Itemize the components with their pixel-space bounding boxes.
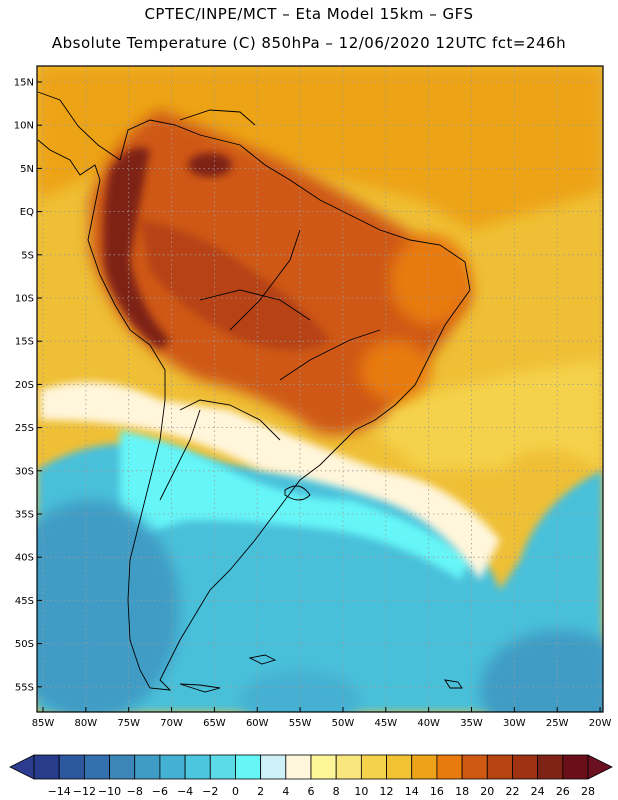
colorbar-swatch bbox=[436, 754, 463, 780]
colorbar-swatch bbox=[285, 754, 312, 780]
lat-tick-label: EQ bbox=[20, 207, 34, 218]
lat-tick-label: 55S bbox=[15, 682, 34, 693]
colorbar-swatch bbox=[360, 754, 387, 780]
lon-tick-label: 70W bbox=[160, 718, 183, 729]
colorbar-label: 14 bbox=[405, 785, 419, 798]
lat-tick-label: 45S bbox=[15, 596, 34, 607]
lon-tick-label: 25W bbox=[546, 718, 569, 729]
colorbar-swatch bbox=[260, 754, 287, 780]
lat-tick-label: 15N bbox=[14, 78, 34, 89]
colorbar-label: 22 bbox=[505, 785, 519, 798]
lon-tick-label: 20W bbox=[589, 718, 612, 729]
colorbar-label: 26 bbox=[556, 785, 570, 798]
colorbar-over-arrow bbox=[587, 754, 613, 780]
colorbar-swatch bbox=[335, 754, 362, 780]
map-title-line-1: CPTEC/INPE/MCT – Eta Model 15km – GFS bbox=[144, 5, 474, 23]
lat-tick-label: 5S bbox=[21, 250, 34, 261]
colorbar: −14 −12 −10 −8 −6 −4 −2 0 2 4 6 8 10 12 14 16 18 20 22 24 26… bbox=[9, 754, 613, 798]
colorbar-label: 28 bbox=[581, 785, 595, 798]
colorbar-swatch bbox=[109, 754, 136, 780]
lat-tick-label: 10S bbox=[15, 294, 34, 305]
colorbar-swatch bbox=[184, 754, 211, 780]
lat-tick-label: 10N bbox=[14, 121, 34, 132]
colorbar-swatch bbox=[486, 754, 513, 780]
colorbar-swatch bbox=[83, 754, 110, 780]
colorbar-swatch bbox=[411, 754, 438, 780]
colorbar-swatch bbox=[235, 754, 262, 780]
lon-tick-label: 45W bbox=[374, 718, 397, 729]
colorbar-swatch bbox=[562, 754, 589, 780]
colorbar-label: 8 bbox=[333, 785, 340, 798]
lon-tick-label: 50W bbox=[332, 718, 355, 729]
colorbar-label: −10 bbox=[98, 785, 121, 798]
lon-tick-label: 30W bbox=[503, 718, 526, 729]
lat-tick-label: 35S bbox=[15, 510, 34, 521]
lon-tick-label: 40W bbox=[417, 718, 440, 729]
map-frame bbox=[36, 65, 604, 713]
colorbar-swatch bbox=[512, 754, 539, 780]
colorbar-label: −14 bbox=[48, 785, 71, 798]
colorbar-label: 18 bbox=[455, 785, 469, 798]
map-title-line-2: Absolute Temperature (C) 850hPa – 12/06/… bbox=[51, 34, 567, 52]
colorbar-swatch bbox=[33, 754, 60, 780]
colorbar-swatch bbox=[134, 754, 161, 780]
longitude-axis: 85W 80W 75W 70W 65W 60W 55W 50W 45W 40W 35W 30W 25W 2… bbox=[32, 707, 612, 729]
coastlines bbox=[37, 91, 471, 693]
colorbar-under-arrow bbox=[9, 754, 35, 780]
colorbar-label: −8 bbox=[127, 785, 143, 798]
colorbar-label: 20 bbox=[480, 785, 494, 798]
colorbar-label: 2 bbox=[257, 785, 264, 798]
lon-tick-label: 80W bbox=[75, 718, 98, 729]
lon-tick-label: 35W bbox=[460, 718, 483, 729]
lon-tick-label: 60W bbox=[246, 718, 269, 729]
colorbar-swatch bbox=[386, 754, 413, 780]
colorbar-label: 12 bbox=[380, 785, 394, 798]
colorbar-label: 24 bbox=[531, 785, 545, 798]
lat-tick-label: 25S bbox=[15, 423, 34, 434]
lat-tick-label: 15S bbox=[15, 337, 34, 348]
colorbar-label: 6 bbox=[308, 785, 315, 798]
temperature-field bbox=[37, 66, 603, 712]
colorbar-label: −12 bbox=[73, 785, 96, 798]
colorbar-swatch bbox=[461, 754, 488, 780]
colorbar-label: −6 bbox=[152, 785, 168, 798]
colorbar-label: 4 bbox=[282, 785, 289, 798]
lon-tick-label: 75W bbox=[117, 718, 140, 729]
lon-tick-label: 85W bbox=[32, 718, 55, 729]
colorbar-label: 10 bbox=[354, 785, 368, 798]
lat-tick-label: 40S bbox=[15, 553, 34, 564]
lon-tick-label: 65W bbox=[203, 718, 226, 729]
lat-tick-label: 30S bbox=[15, 466, 34, 477]
colorbar-swatch bbox=[209, 754, 236, 780]
colorbar-label: −4 bbox=[177, 785, 193, 798]
latitude-axis: 15N 10N 5N EQ 5S 10S 15S 20S 25S 30S 35S 40S 45S 50S 5… bbox=[14, 78, 42, 693]
colorbar-swatch bbox=[159, 754, 186, 780]
colorbar-label: 0 bbox=[232, 785, 239, 798]
colorbar-label: 16 bbox=[430, 785, 444, 798]
colorbar-label: −2 bbox=[202, 785, 218, 798]
lat-tick-label: 50S bbox=[15, 639, 34, 650]
lat-tick-label: 20S bbox=[15, 380, 34, 391]
lat-tick-label: 5N bbox=[20, 164, 34, 175]
colorbar-swatch bbox=[310, 754, 337, 780]
lon-tick-label: 55W bbox=[289, 718, 312, 729]
colorbar-swatch bbox=[58, 754, 85, 780]
colorbar-swatch bbox=[537, 754, 564, 780]
